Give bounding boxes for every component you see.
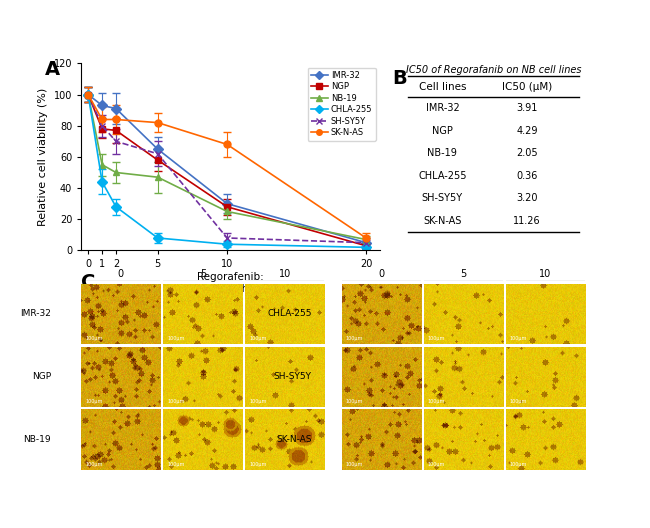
- Text: 10: 10: [279, 269, 291, 279]
- Text: CHLA-255: CHLA-255: [418, 171, 467, 181]
- Text: 0.36: 0.36: [517, 171, 538, 181]
- Text: SK-N-AS: SK-N-AS: [276, 435, 312, 444]
- Text: SK-N-AS: SK-N-AS: [423, 215, 462, 225]
- Text: 100μm: 100μm: [167, 336, 185, 341]
- Text: 100μm: 100μm: [249, 399, 266, 404]
- X-axis label: Regorafenib:
(μM, 72 hrs): Regorafenib: (μM, 72 hrs): [197, 272, 264, 294]
- Text: NB-19: NB-19: [428, 148, 458, 158]
- Text: 0: 0: [118, 269, 124, 279]
- Text: B: B: [392, 69, 407, 88]
- Text: NGP: NGP: [32, 372, 51, 381]
- Text: 100μm: 100μm: [85, 336, 103, 341]
- Text: 0: 0: [378, 269, 385, 279]
- Text: 100μm: 100μm: [85, 462, 103, 467]
- Text: 100μm: 100μm: [346, 336, 363, 341]
- Text: NGP: NGP: [432, 126, 453, 136]
- Text: IMR-32: IMR-32: [20, 309, 51, 318]
- Text: CHLA-255: CHLA-255: [267, 309, 312, 318]
- Text: 3.91: 3.91: [517, 103, 538, 114]
- Text: 100μm: 100μm: [510, 336, 527, 341]
- Text: 100μm: 100μm: [346, 462, 363, 467]
- Text: 10: 10: [540, 269, 552, 279]
- Text: 100μm: 100μm: [428, 336, 445, 341]
- Text: 5: 5: [200, 269, 206, 279]
- Text: 2.05: 2.05: [516, 148, 538, 158]
- Text: C: C: [81, 274, 96, 293]
- Text: NB-19: NB-19: [23, 435, 51, 444]
- Text: IC50 (μM): IC50 (μM): [502, 82, 552, 92]
- Text: 100μm: 100μm: [510, 462, 527, 467]
- Text: 100μm: 100μm: [428, 462, 445, 467]
- Text: 5: 5: [460, 269, 467, 279]
- Text: 4.29: 4.29: [517, 126, 538, 136]
- Text: 100μm: 100μm: [85, 399, 103, 404]
- Text: 100μm: 100μm: [167, 399, 185, 404]
- Text: Cell lines: Cell lines: [419, 82, 466, 92]
- Text: 100μm: 100μm: [249, 336, 266, 341]
- Text: A: A: [46, 60, 60, 79]
- Text: SH-SY5Y: SH-SY5Y: [422, 193, 463, 203]
- Text: 100μm: 100μm: [346, 399, 363, 404]
- Text: Regorafenib:
(μM, 72 hrs): Regorafenib: (μM, 72 hrs): [82, 303, 136, 322]
- Text: IMR-32: IMR-32: [426, 103, 460, 114]
- Text: SH-SY5Y: SH-SY5Y: [274, 372, 312, 381]
- Legend: IMR-32, NGP, NB-19, CHLA-255, SH-SY5Y, SK-N-AS: IMR-32, NGP, NB-19, CHLA-255, SH-SY5Y, S…: [307, 68, 376, 140]
- Text: 3.20: 3.20: [517, 193, 538, 203]
- Text: 100μm: 100μm: [510, 399, 527, 404]
- Text: 11.26: 11.26: [514, 215, 541, 225]
- Y-axis label: Relative cell viability (%): Relative cell viability (%): [38, 88, 48, 226]
- Text: 100μm: 100μm: [167, 462, 185, 467]
- Text: 100μm: 100μm: [428, 399, 445, 404]
- Text: IC50 of Regorafanib on NB cell lines: IC50 of Regorafanib on NB cell lines: [406, 64, 581, 74]
- Text: 100μm: 100μm: [249, 462, 266, 467]
